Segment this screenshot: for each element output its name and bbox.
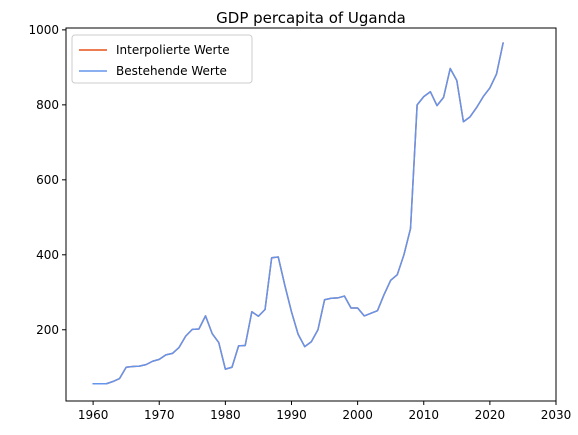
- y-tick-label: 600: [36, 173, 59, 187]
- legend-label: Bestehende Werte: [116, 64, 227, 78]
- x-tick-label: 1960: [78, 408, 109, 422]
- x-tick-label: 2000: [342, 408, 373, 422]
- x-axis: 1960 1970 1980 1990 2000 2010 2020 2030: [78, 401, 571, 422]
- series-layer: [92, 42, 504, 385]
- chart-title: GDP percapita of Uganda: [216, 9, 406, 27]
- legend-box: [71, 34, 253, 84]
- axes-frame: [65, 27, 557, 402]
- series-line-2: [92, 42, 504, 385]
- x-tick-label: 1980: [210, 408, 241, 422]
- x-tick-label: 2010: [408, 408, 439, 422]
- y-tick-label: 400: [36, 248, 59, 262]
- y-tick-label: 1000: [28, 23, 59, 37]
- x-tick-label: 2020: [475, 408, 506, 422]
- y-tick-label: 200: [36, 323, 59, 337]
- y-axis: 200 400 600 800 1000: [28, 23, 66, 337]
- x-tick-label: 1970: [144, 408, 175, 422]
- x-tick-label: 2030: [541, 408, 572, 422]
- x-tick-label: 1990: [276, 408, 307, 422]
- legend-label: Interpolierte Werte: [116, 43, 230, 57]
- y-tick-label: 800: [36, 98, 59, 112]
- legend: Interpolierte Werte Bestehende Werte: [71, 34, 253, 84]
